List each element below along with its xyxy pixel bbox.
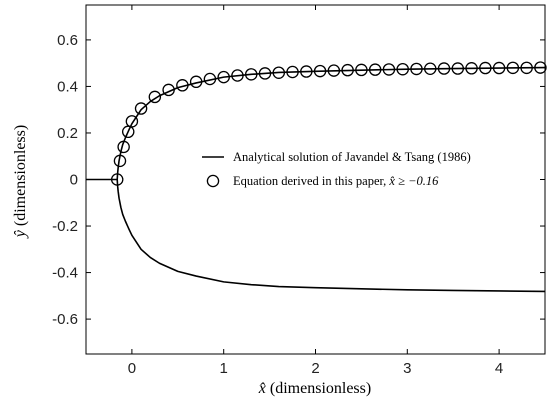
data-point-circle [134, 102, 148, 115]
y-axis-text: (dimensionless) [12, 125, 29, 230]
legend-derived-math: x̂ ≥ −0.16 [388, 174, 439, 188]
x-axis-symbol: x̂ [258, 380, 266, 397]
data-point-circle [217, 70, 230, 84]
data-point-circle [396, 62, 409, 76]
data-point-circle [423, 62, 437, 76]
data-point-circle [272, 66, 286, 79]
data-point-circle [437, 62, 451, 75]
y-tick-label: 0.2 [57, 125, 78, 142]
y-axis-symbol: ŷ [12, 229, 29, 239]
y-tick-label: -0.2 [52, 218, 78, 235]
data-point-circle [125, 115, 139, 128]
data-point-circle [110, 173, 124, 186]
data-point-circle [189, 75, 203, 89]
x-axis-label: x̂ (dimensionless) [258, 380, 371, 397]
data-point-circle [203, 72, 217, 86]
data-point-circle [162, 83, 175, 97]
data-point-circle [341, 63, 354, 77]
x-tick-label: 4 [495, 360, 503, 377]
data-point-circle [492, 61, 506, 75]
x-tick-label: 1 [220, 360, 228, 377]
x-tick-label: 2 [311, 360, 319, 377]
y-tick-label: 0.4 [57, 78, 78, 95]
legend-circle-marker [206, 174, 220, 188]
data-point-circle [534, 61, 547, 74]
series-line-branch-2 [116, 179, 546, 293]
y-tick-label: -0.4 [52, 265, 78, 282]
legend: Analytical solution of Javandel & Tsang … [202, 150, 471, 188]
data-point-circle [479, 61, 492, 75]
data-point-circle [465, 62, 478, 75]
legend-label-derived: Equation derived in this paper, x̂ ≥ −0.… [233, 174, 439, 188]
data-point-circle [117, 140, 130, 154]
x-axis-text: (dimensionless) [266, 380, 371, 397]
data-point-circle [451, 62, 465, 75]
data-point-circle [300, 65, 313, 78]
data-point-circle [410, 62, 423, 76]
data-point-circle [113, 154, 127, 168]
data-point-circle [327, 64, 341, 77]
y-axis-label: ŷ (dimensionless) [12, 125, 29, 239]
data-point-circle [231, 69, 244, 82]
series-layer [86, 61, 547, 293]
x-tick-label: 3 [403, 360, 411, 377]
x-tick-label: 0 [128, 360, 136, 377]
data-point-circle [520, 61, 533, 75]
legend-label-analytical: Analytical solution of Javandel & Tsang … [233, 150, 471, 164]
y-tick-label: -0.6 [52, 311, 78, 328]
data-point-circle [368, 63, 382, 76]
data-point-circle [355, 63, 368, 77]
data-point-circle [258, 67, 272, 80]
data-point-circle [286, 65, 299, 79]
data-point-circle [244, 68, 258, 81]
tick-layer: 0 1 2 3 4 0.6 0.4 0.2 0 -0.2 -0.4 -0.6 [52, 5, 545, 377]
data-point-circle [506, 61, 520, 75]
y-tick-label: 0.6 [57, 32, 78, 49]
y-tick-label: 0 [70, 172, 78, 189]
legend-derived-text: Equation derived in this paper, [233, 174, 389, 188]
data-point-circle [176, 79, 189, 92]
data-point-circle [382, 63, 396, 76]
data-point-circle [313, 64, 327, 78]
data-point-circle [148, 90, 162, 104]
